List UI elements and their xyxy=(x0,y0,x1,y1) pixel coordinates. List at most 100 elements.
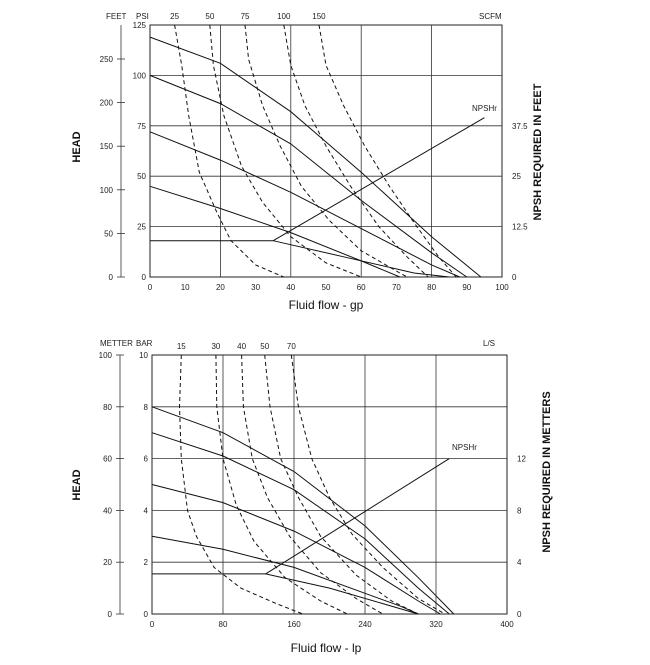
pressure-tick-label: 25 xyxy=(137,223,146,232)
pressure-tick-label: 0 xyxy=(144,610,149,619)
air-curve-label: 25 xyxy=(170,12,179,21)
air-curve-label: 75 xyxy=(241,12,250,21)
x-tick-label: 50 xyxy=(322,283,331,292)
head-curve xyxy=(151,535,419,615)
x-tick-label: 160 xyxy=(287,620,301,629)
x-axis-label-metric: Fluid flow - lp xyxy=(291,641,362,655)
air-curve xyxy=(241,354,384,615)
air-curve-label: 50 xyxy=(260,342,269,351)
pressure-tick-label: 75 xyxy=(137,122,146,131)
y-axis-label-head-us: HEAD xyxy=(71,131,83,162)
x-tick-label: 80 xyxy=(219,620,228,629)
plot-area-metric xyxy=(151,354,508,615)
npsh-tick-label: 4 xyxy=(517,558,522,567)
head-tick-label: 100 xyxy=(100,186,114,195)
air-curve-label: 100 xyxy=(277,12,291,21)
header-psi: PSI xyxy=(136,12,149,21)
head-tick-label: 0 xyxy=(108,610,113,619)
header-ls: L/S xyxy=(483,339,495,348)
npsh-tick-label: 12.5 xyxy=(512,223,528,232)
head-curve xyxy=(151,484,441,615)
x-tick-label: 20 xyxy=(216,283,225,292)
y-axis-label-head-metric: HEAD xyxy=(71,469,83,500)
air-curve xyxy=(215,354,348,615)
x-tick-label: 0 xyxy=(150,620,155,629)
header-scfm: SCFM xyxy=(479,12,502,21)
ticks-us: 0 10 20 30 40 50 60 70 80 90 100025507510012505010… xyxy=(100,12,528,292)
npsh-tick-label: 25 xyxy=(512,172,521,181)
npsh-curve xyxy=(272,117,485,242)
chart-us: 0 10 20 30 40 50 60 70 80 90 100025507510012505010… xyxy=(71,12,544,312)
air-curve xyxy=(290,354,446,615)
head-curve xyxy=(149,74,468,278)
head-tick-label: 20 xyxy=(103,558,112,567)
pressure-tick-label: 0 xyxy=(142,273,147,282)
x-tick-label: 40 xyxy=(286,283,295,292)
x-tick-label: 30 xyxy=(251,283,260,292)
x-tick-label: 60 xyxy=(357,283,366,292)
npsh-tick-label: 0 xyxy=(512,273,517,282)
air-curve-label: 70 xyxy=(287,342,296,351)
head-curve xyxy=(149,36,482,278)
x-tick-label: 400 xyxy=(500,620,514,629)
pressure-tick-label: 8 xyxy=(144,403,149,412)
npsh-tick-label: 37.5 xyxy=(512,122,528,131)
npsh-tick-label: 0 xyxy=(517,610,522,619)
header-feet: FEET xyxy=(106,12,127,21)
pressure-tick-label: 4 xyxy=(144,506,149,515)
head-curve xyxy=(152,573,419,615)
pressure-tick-label: 6 xyxy=(144,455,149,464)
head-tick-label: 40 xyxy=(103,506,112,515)
head-tick-label: 50 xyxy=(104,229,113,238)
npsh-label-us: NPSHr xyxy=(472,104,497,113)
head-tick-label: 80 xyxy=(103,403,112,412)
x-tick-label: 80 xyxy=(427,283,436,292)
air-curve xyxy=(178,354,304,615)
ticks-metric: 0 80 160 240 320 4000246810020406080100048121… xyxy=(99,342,527,629)
pressure-tick-label: 2 xyxy=(144,558,149,567)
air-curve xyxy=(318,24,457,278)
air-curve xyxy=(209,24,362,278)
head-curve xyxy=(149,131,460,278)
grid-us xyxy=(150,25,502,277)
y-axis-label-npsh-metric: NPSH REQUIRED IN METTERS xyxy=(541,391,553,552)
pressure-tick-label: 125 xyxy=(133,21,147,30)
air-curve-label: 30 xyxy=(211,342,220,351)
air-curve xyxy=(244,24,408,278)
npsh-curve xyxy=(265,458,450,575)
x-axis-label-us: Fluid flow - gp xyxy=(289,298,364,312)
head-tick-label: 150 xyxy=(100,142,114,151)
head-tick-label: 200 xyxy=(100,99,114,108)
air-curve-label: 150 xyxy=(312,12,326,21)
curves-metric xyxy=(151,354,455,615)
x-tick-label: 100 xyxy=(495,283,509,292)
pressure-tick-label: 50 xyxy=(137,172,146,181)
x-tick-label: 90 xyxy=(462,283,471,292)
head-curve xyxy=(151,432,450,615)
head-tick-label: 250 xyxy=(100,55,114,64)
air-curve xyxy=(283,24,429,278)
air-curve-label: 40 xyxy=(237,342,246,351)
pressure-tick-label: 10 xyxy=(139,351,148,360)
npsh-tick-label: 8 xyxy=(517,506,522,515)
head-tick-label: 100 xyxy=(99,351,113,360)
air-curve xyxy=(264,354,419,615)
grid-metric xyxy=(152,355,507,614)
pressure-tick-label: 100 xyxy=(133,71,147,80)
npsh-label-metric: NPSHr xyxy=(452,443,477,452)
air-curve-label: 15 xyxy=(177,342,186,351)
curves-us xyxy=(149,24,485,278)
head-curve xyxy=(150,240,450,278)
x-tick-label: 240 xyxy=(358,620,372,629)
header-meter: METTER xyxy=(100,339,133,348)
y-axis-label-npsh-us: NPSH REQUIRED IN FEET xyxy=(532,83,544,220)
air-curve xyxy=(174,24,284,278)
x-tick-label: 10 xyxy=(181,283,190,292)
air-curve-label: 50 xyxy=(205,12,214,21)
header-bar: BAR xyxy=(136,339,153,348)
plot-area-us xyxy=(149,24,503,278)
x-tick-label: 320 xyxy=(429,620,443,629)
head-tick-label: 0 xyxy=(109,273,114,282)
x-tick-label: 0 xyxy=(148,283,153,292)
